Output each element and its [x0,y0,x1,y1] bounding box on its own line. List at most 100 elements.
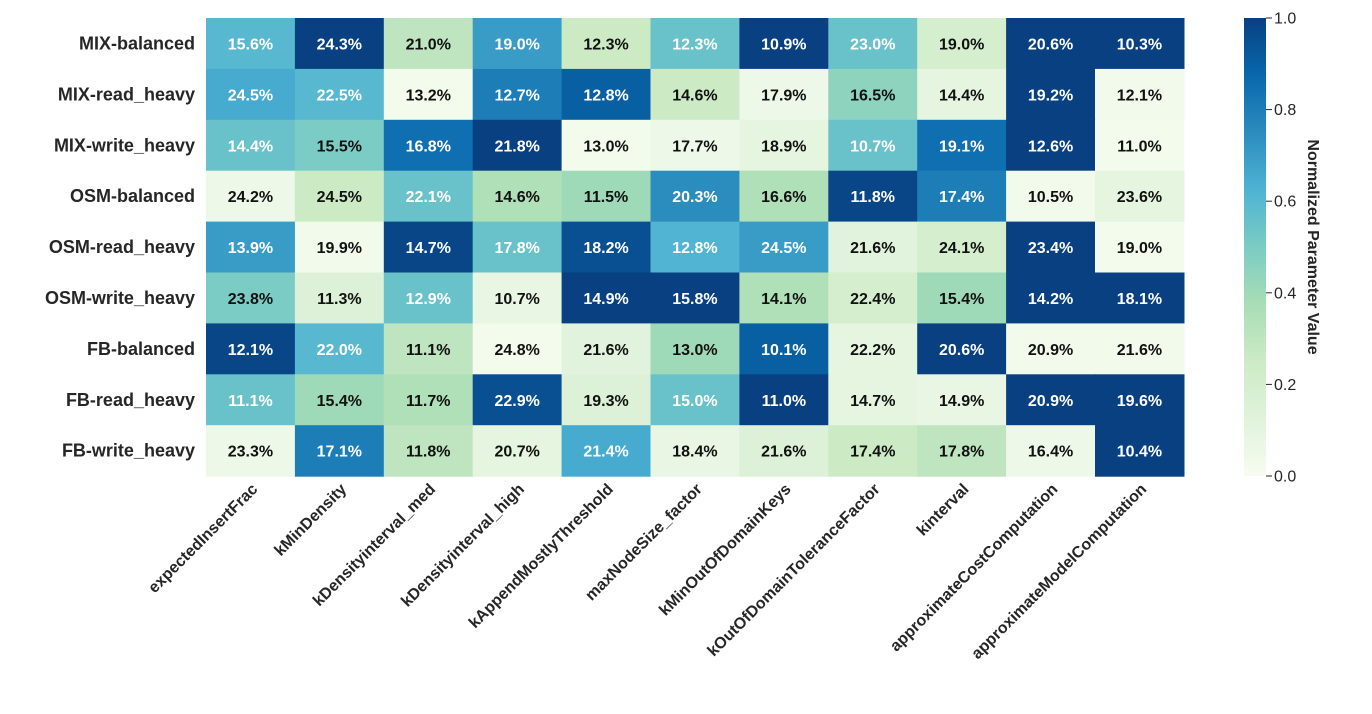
heatmap-cell-label: 21.6% [761,444,806,461]
heatmap-cell-label: 14.4% [939,87,984,104]
heatmap-cells [206,18,1185,477]
heatmap-cell-label: 14.4% [228,138,273,155]
heatmap-cell [650,425,740,477]
heatmap-cell [739,425,829,477]
row-labels: MIX-balanced MIX-read_heavy MIX-write_heav… [45,33,195,460]
heatmap-cell-label: 23.3% [228,444,273,461]
heatmap-cell [1095,425,1185,477]
heatmap-cell-label: 22.4% [850,291,895,308]
row-label: FB-read_heavy [66,390,195,410]
heatmap-cell [1095,323,1185,375]
heatmap-cell-label: 19.0% [1117,240,1162,257]
heatmap-cell [294,170,385,223]
heatmap-cell-label: 10.4% [1117,444,1162,461]
heatmap-cell-label: 11.0% [762,393,806,410]
colorbar-tick-label: 0.8 [1274,102,1296,119]
column-label: approximateCostComputation [887,481,1061,655]
heatmap-cell-label: 13.9% [228,240,273,257]
heatmap-cell [561,374,652,426]
heatmap-cell-label: 22.2% [850,342,895,359]
heatmap-cell [650,170,740,223]
heatmap-cell-label: 12.7% [494,87,539,104]
heatmap-cell [650,68,740,121]
heatmap-cell [1006,18,1096,70]
heatmap-cell [917,374,1007,426]
heatmap-cell [472,425,563,477]
heatmap-cell [917,119,1007,172]
heatmap-cell [206,68,296,121]
heatmap-cell-label: 12.1% [228,342,273,359]
heatmap-cell [206,221,296,274]
heatmap-cell-label: 23.6% [1117,189,1162,206]
column-labels: expectedInsertFrac kMinDensitykDensityint… [146,481,1151,663]
row-label: MIX-write_heavy [54,135,195,155]
heatmap-cell [383,18,474,70]
heatmap-cell [383,170,474,223]
heatmap-cell-label: 22.9% [494,393,539,410]
heatmap-cell [294,425,385,477]
row-label: FB-balanced [87,339,195,359]
heatmap-cell [650,323,740,375]
heatmap-cell [650,374,740,426]
heatmap-cell-label: 10.5% [1028,189,1073,206]
heatmap-cell [828,119,918,172]
heatmap-cell [739,68,829,121]
row-label: MIX-balanced [79,33,195,53]
heatmap-cell-label: 12.9% [406,291,451,308]
heatmap-cell [828,374,918,426]
heatmap-cell [1095,18,1185,70]
heatmap-cell [472,68,563,121]
heatmap-cell [739,170,829,223]
colorbar-tick-label: 0.2 [1274,377,1296,394]
heatmap-cell-label: 14.1% [761,291,806,308]
heatmap-cell-label: 13.0% [583,138,628,155]
heatmap-cell-label: 19.6% [1117,393,1162,410]
row-label: OSM-read_heavy [49,237,195,257]
heatmap-cell [1006,170,1096,223]
colorbar-ticks: 0.0 0.2 0.4 0.6 0.8 1.0 [1266,11,1296,486]
heatmap-cell [1006,425,1096,477]
heatmap-cell-label: 16.8% [406,138,451,155]
heatmap-cell-label: 24.2% [228,189,273,206]
heatmap-cell [739,119,829,172]
heatmap-cell-label: 12.3% [583,36,628,53]
heatmap-cell-label: 18.4% [672,444,717,461]
heatmap-cell [828,68,918,121]
heatmap-cell [1095,119,1185,172]
heatmap-cell-label: 19.3% [583,393,628,410]
heatmap-cell-label: 17.8% [939,444,984,461]
heatmap-cell [472,374,563,426]
heatmap-cell-label: 21.4% [583,444,628,461]
heatmap-cell [472,119,563,172]
heatmap-cell [561,272,652,324]
heatmap-cell [739,221,829,274]
heatmap-cell-label: 16.5% [850,87,895,104]
heatmap-cell [206,170,296,223]
heatmap-cell [650,119,740,172]
heatmap-cell-labels: 15.6% 24.3% 21.0% 19.0% 12.3% 12.3% 10.9% 23.0%… [228,36,1162,460]
heatmap-cell-label: 19.2% [1028,87,1073,104]
heatmap-cell-label: 21.6% [1117,342,1162,359]
heatmap-cell [828,425,918,477]
heatmap-cell [294,221,385,274]
heatmap-cell-label: 12.3% [672,36,717,53]
heatmap-cell-label: 11.0% [1117,138,1161,155]
heatmap-cell [1006,272,1096,324]
heatmap-cell-label: 15.8% [672,291,717,308]
heatmap-cell-label: 18.2% [583,240,628,257]
heatmap-cell [917,68,1007,121]
heatmap-cell-label: 20.7% [494,444,539,461]
heatmap-cell-label: 15.0% [672,393,717,410]
heatmap-cell [472,221,563,274]
heatmap-cell [206,323,296,375]
column-label: kAppendMostlyThreshold [466,481,617,632]
heatmap-cell-label: 20.9% [1028,342,1073,359]
heatmap-cell-label: 23.4% [1028,240,1073,257]
heatmap-cell [472,170,563,223]
heatmap-cell-label: 14.7% [850,393,895,410]
heatmap-cell [294,323,385,375]
heatmap-cell-label: 21.8% [494,138,539,155]
heatmap-cell [1095,170,1185,223]
row-label: OSM-balanced [70,186,195,206]
